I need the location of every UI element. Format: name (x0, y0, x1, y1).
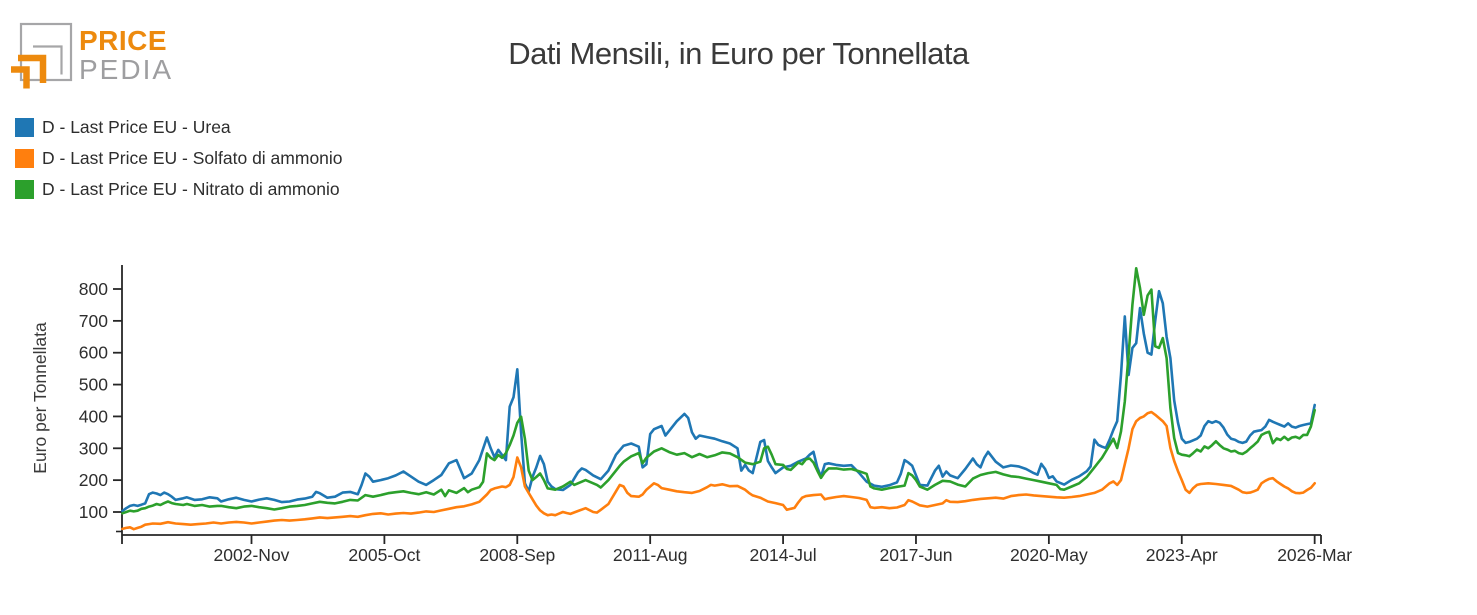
logo-text-pedia: PEDIA (79, 54, 174, 85)
legend-item-urea: D - Last Price EU - Urea (15, 117, 343, 137)
y-tick-label: 800 (79, 279, 108, 299)
x-tick-label: 2008-Sep (479, 545, 555, 565)
x-tick-label: 2011-Aug (613, 545, 688, 565)
x-tick-label: 2014-Jul (750, 545, 817, 565)
chart-title: Dati Mensili, in Euro per Tonnellata (508, 36, 969, 71)
x-tick-label: 2020-May (1010, 545, 1088, 565)
x-tick-label: 2002-Nov (214, 545, 290, 565)
y-tick-label: 600 (79, 343, 108, 363)
legend-label-nitrato: D - Last Price EU - Nitrato di ammonio (42, 179, 340, 199)
x-tick-label: 2017-Jun (879, 545, 952, 565)
legend-item-solfato: D - Last Price EU - Solfato di ammonio (15, 148, 343, 168)
legend-swatch-solfato (15, 149, 34, 168)
y-axis-title: Euro per Tonnellata (30, 322, 50, 474)
series-line-nitrato-di-ammonio (121, 267, 1316, 515)
legend-label-solfato: D - Last Price EU - Solfato di ammonio (42, 148, 343, 168)
logo-text-price: PRICE (79, 25, 168, 56)
series-line-solfato-di-ammonio (121, 410, 1316, 531)
y-tick-label: 300 (79, 438, 108, 458)
y-tick-label: 200 (79, 470, 108, 490)
chart-legend: D - Last Price EU - Urea D - Last Price … (15, 117, 343, 211)
y-tick-label: 500 (79, 375, 108, 395)
logo-wordmark: PRICE PEDIA (79, 26, 173, 84)
legend-label-urea: D - Last Price EU - Urea (42, 117, 231, 137)
legend-swatch-urea (15, 118, 34, 137)
legend-swatch-nitrato (15, 180, 34, 199)
y-tick-label: 100 (79, 502, 108, 522)
legend-item-nitrato: D - Last Price EU - Nitrato di ammonio (15, 179, 343, 199)
pricepedia-logo: PRICE PEDIA (8, 8, 238, 98)
pricepedia-logo-icon (11, 22, 73, 89)
series-line-urea (121, 289, 1316, 513)
y-tick-label: 400 (79, 406, 108, 426)
x-tick-label: 2005-Oct (348, 545, 420, 565)
x-tick-label: 2026-Mar (1277, 545, 1352, 565)
y-tick-label: 700 (79, 311, 108, 331)
x-tick-label: 2023-Apr (1146, 545, 1218, 565)
